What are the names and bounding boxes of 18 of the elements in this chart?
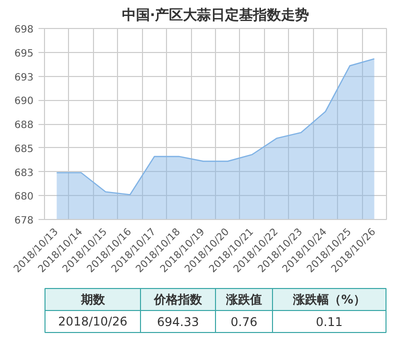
y-tick-label: 693: [14, 72, 34, 84]
y-tick-label: 680: [14, 192, 34, 203]
y-tick-label: 695: [14, 48, 34, 60]
chart-title: 中国·产区大蒜日定基指数走势: [122, 6, 310, 24]
text: 2018/10/26: [58, 314, 128, 328]
text: 0.76: [230, 315, 258, 329]
y-tick-label: 688: [14, 120, 34, 131]
text: 期数: [80, 292, 106, 306]
y-tick-label: 683: [14, 168, 34, 179]
y-tick-label: 698: [14, 24, 34, 36]
y-tick-label: 690: [14, 96, 34, 108]
text: 涨跌值: [225, 292, 262, 306]
text: 价格指数: [153, 292, 203, 306]
text: 涨跌幅（%）: [292, 292, 366, 306]
y-tick-label: 685: [14, 144, 34, 155]
text: 0.11: [316, 315, 343, 329]
text: 694.33: [157, 315, 200, 329]
y-tick-label: 678: [14, 216, 34, 226]
